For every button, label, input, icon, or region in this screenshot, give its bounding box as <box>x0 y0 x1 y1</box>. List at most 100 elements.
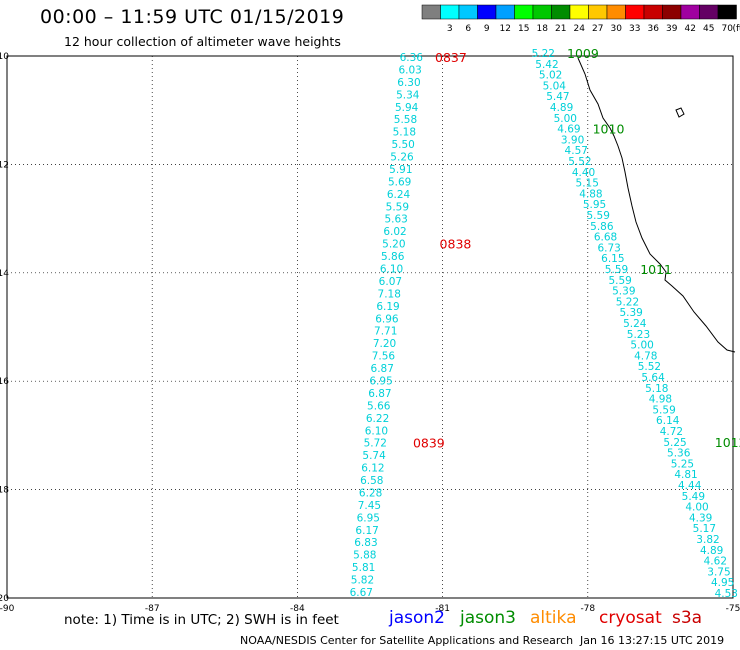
swh-value-label: 4.89 <box>700 545 723 557</box>
colorbar-label: 9 <box>484 24 490 34</box>
swh-value-label: 5.95 <box>583 199 606 211</box>
colorbar-label: 12 <box>500 24 511 34</box>
swh-value-label: 5.39 <box>619 307 642 319</box>
swh-value-label: 4.81 <box>674 469 697 481</box>
swh-value-label: 5.81 <box>352 562 375 574</box>
swh-value-label: 5.82 <box>351 575 374 587</box>
swh-value-label: 5.34 <box>396 89 420 101</box>
lat-tick-label: -16 <box>0 377 9 387</box>
satellite-legend-jason2: jason2 <box>389 608 445 628</box>
swh-value-label: 5.00 <box>554 113 577 125</box>
swh-value-label: 5.91 <box>389 164 412 176</box>
colorbar-swatch <box>606 4 626 20</box>
colorbar-label: 45 <box>703 24 714 34</box>
swh-value-label: 6.15 <box>601 253 624 265</box>
swh-value-label: 6.83 <box>354 537 377 549</box>
time-label: 0838 <box>440 237 472 252</box>
colorbar-label: 36 <box>648 24 660 34</box>
swh-value-label: 6.03 <box>398 64 421 76</box>
generated-timestamp: Jan 16 13:27:15 UTC 2019 <box>580 634 725 647</box>
swh-value-label: 6.10 <box>380 264 403 276</box>
satellite-legend-s3a: s3a <box>672 608 703 628</box>
swh-value-label: 5.24 <box>623 318 647 330</box>
swh-value-label: 5.74 <box>362 450 386 462</box>
altimeter-tracks: 6.366.036.305.345.945.585.185.505.265.91… <box>350 46 740 600</box>
swh-value-label: 6.10 <box>365 425 388 437</box>
colorbar-swatch <box>662 4 682 20</box>
colorbar-label: 42 <box>685 24 696 34</box>
swh-value-label: 5.86 <box>590 221 614 233</box>
swh-value-label: 5.69 <box>388 176 411 188</box>
swh-value-label: 6.07 <box>379 276 402 288</box>
swh-value-label: 6.36 <box>400 52 424 64</box>
page-subtitle: 12 hour collection of altimeter wave hei… <box>64 34 341 49</box>
swh-value-label: 6.22 <box>366 413 389 425</box>
swh-value-label: 5.49 <box>682 491 705 503</box>
swh-value-label: 3.82 <box>696 534 719 546</box>
lon-tick-label: -75 <box>726 604 740 614</box>
colorbar-label: 30 <box>611 24 623 34</box>
lon-tick-label: -84 <box>290 604 305 614</box>
swh-value-label: 4.39 <box>689 512 712 524</box>
swh-value-label: 5.18 <box>393 127 416 139</box>
swh-value-label: 7.20 <box>373 338 396 350</box>
swh-value-label: 5.02 <box>539 70 562 82</box>
satellite-legend-cryosat: cryosat <box>599 608 662 628</box>
swh-value-label: 4.62 <box>704 556 727 568</box>
swh-value-label: 6.12 <box>361 463 384 475</box>
swh-value-label: 4.44 <box>678 480 702 492</box>
colorbar-swatch <box>680 4 700 20</box>
swh-value-label: 4.40 <box>572 167 595 179</box>
swh-value-label: 5.22 <box>532 48 555 60</box>
map-grid: -90 -87 -84 -81 -78 -75 -10 -12 -14 -16 -18 -20 <box>0 52 740 614</box>
swh-value-label: 6.87 <box>368 388 391 400</box>
swh-value-label: 5.20 <box>382 239 405 251</box>
swh-value-label: 5.64 <box>641 372 665 384</box>
swh-value-label: 4.69 <box>557 124 580 136</box>
swh-value-label: 4.00 <box>685 502 708 514</box>
swh-value-label: 5.86 <box>381 251 405 263</box>
swh-value-label: 6.95 <box>357 512 380 524</box>
coastline <box>577 57 736 353</box>
swh-value-label: 6.87 <box>371 363 394 375</box>
swh-value-label: 6.02 <box>383 226 406 238</box>
swh-value-label: 6.30 <box>397 77 420 89</box>
colorbar-swatch <box>440 4 460 20</box>
map-frame <box>6 55 734 599</box>
swh-value-label: 5.72 <box>364 438 387 450</box>
swh-value-label: 5.15 <box>576 178 599 190</box>
page-title: 00:00 – 11:59 UTC 01/15/2019 <box>40 6 345 28</box>
lon-tick-label: -81 <box>435 604 450 614</box>
swh-value-label: 5.50 <box>391 139 414 151</box>
colorbar-label: 24 <box>574 24 586 34</box>
time-label: 0839 <box>413 436 445 451</box>
time-label: 1010 <box>593 122 625 137</box>
colorbar-label: 6 <box>465 24 471 34</box>
swh-value-label: 3.90 <box>561 134 584 146</box>
time-label: 0837 <box>435 50 467 65</box>
swh-value-label: 5.94 <box>395 102 419 114</box>
island-shape <box>675 107 685 118</box>
swh-value-label: 4.89 <box>550 102 573 114</box>
swh-value-label: 5.17 <box>693 523 716 535</box>
swh-value-label: 5.25 <box>671 458 694 470</box>
swh-value-label: 6.95 <box>369 375 392 387</box>
swh-value-label: 6.24 <box>387 189 411 201</box>
swh-value-label: 5.58 <box>394 114 417 126</box>
colorbar-swatch <box>699 4 719 20</box>
swh-value-label: 4.88 <box>579 188 602 200</box>
swh-value-label: 5.52 <box>638 361 661 373</box>
colorbar-swatch <box>421 4 441 20</box>
swh-value-label: 6.14 <box>656 415 680 427</box>
colorbar-swatch <box>514 4 534 20</box>
swh-value-label: 5.59 <box>587 210 610 222</box>
swh-value-label: 5.59 <box>608 275 631 287</box>
swh-value-label: 5.63 <box>384 214 407 226</box>
colorbar-label: 27 <box>592 24 603 34</box>
colorbar-swatch <box>477 4 497 20</box>
swh-value-label: 4.53 <box>715 588 738 600</box>
swh-value-label: 5.23 <box>627 329 650 341</box>
colorbar-swatch <box>532 4 552 20</box>
lon-tick-label: -87 <box>145 604 160 614</box>
